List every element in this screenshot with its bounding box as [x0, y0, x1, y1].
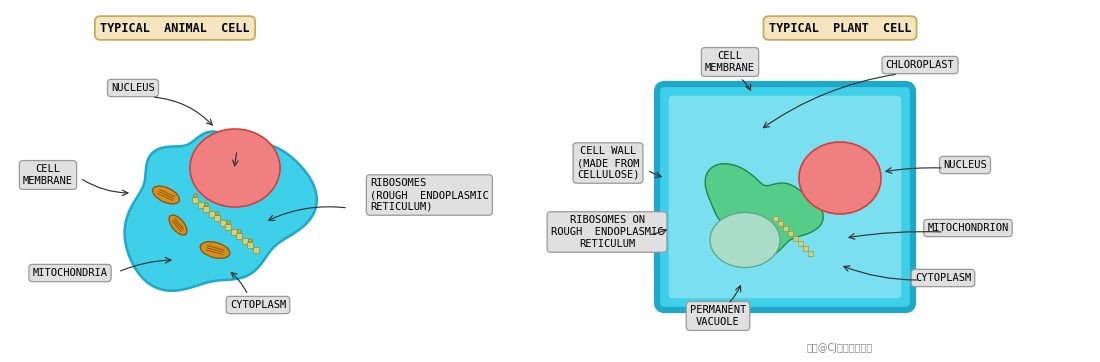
Bar [778, 220, 782, 226]
Polygon shape [705, 164, 823, 256]
FancyBboxPatch shape [657, 84, 913, 310]
Ellipse shape [738, 240, 772, 260]
Ellipse shape [808, 228, 832, 242]
Text: PERMANENT
VACUOLE: PERMANENT VACUOLE [690, 305, 746, 327]
Bar [803, 245, 807, 251]
Ellipse shape [745, 159, 776, 177]
Text: TYPICAL  PLANT  CELL: TYPICAL PLANT CELL [769, 21, 911, 34]
Bar [209, 210, 214, 216]
Bar [788, 231, 792, 236]
Bar [214, 215, 220, 221]
Text: CYTOPLASM: CYTOPLASM [230, 300, 286, 310]
Ellipse shape [190, 129, 280, 207]
Ellipse shape [169, 215, 187, 235]
Bar [204, 206, 209, 212]
Bar [253, 247, 258, 253]
Polygon shape [124, 131, 317, 291]
FancyBboxPatch shape [668, 95, 902, 299]
Bar [226, 224, 231, 230]
Text: MITOCHONDRION: MITOCHONDRION [927, 223, 1009, 233]
Text: CHLOROPLAST: CHLOROPLAST [886, 60, 955, 70]
Bar [782, 226, 788, 231]
Ellipse shape [200, 242, 230, 258]
Text: CYTOPLASM: CYTOPLASM [915, 273, 971, 283]
Text: CELL
MEMBRANE: CELL MEMBRANE [23, 164, 73, 186]
Text: CELL
MEMBRANE: CELL MEMBRANE [705, 51, 755, 73]
Bar [772, 215, 778, 220]
Bar [198, 202, 204, 207]
Bar [231, 228, 236, 235]
Bar [242, 237, 248, 244]
Text: NUCLEUS: NUCLEUS [943, 160, 987, 170]
Ellipse shape [710, 212, 780, 268]
Bar [248, 242, 253, 248]
Bar [807, 251, 813, 256]
Text: RIBOSOMES
(ROUGH  ENDOPLASMIC
RETICULUM): RIBOSOMES (ROUGH ENDOPLASMIC RETICULUM) [370, 178, 488, 212]
Bar [792, 236, 798, 240]
Ellipse shape [829, 194, 850, 206]
Bar [798, 240, 803, 245]
Text: MITOCHONDRIA: MITOCHONDRIA [33, 268, 108, 278]
Ellipse shape [799, 142, 881, 214]
Ellipse shape [153, 186, 179, 204]
Text: NUCLEUS: NUCLEUS [111, 83, 155, 93]
Text: TYPICAL  ANIMAL  CELL: TYPICAL ANIMAL CELL [100, 21, 250, 34]
Text: CELL WALL
(MADE FROM
CELLULOSE): CELL WALL (MADE FROM CELLULOSE) [576, 146, 639, 180]
Bar [220, 219, 225, 226]
Text: RIBOSOMES ON
ROUGH  ENDOPLASMIC
RETICULUM: RIBOSOMES ON ROUGH ENDOPLASMIC RETICULUM [551, 215, 663, 249]
Ellipse shape [724, 131, 756, 150]
Text: 知乎@CJ国际高中在线: 知乎@CJ国际高中在线 [807, 343, 873, 353]
Bar [192, 197, 198, 203]
Bar [236, 233, 242, 239]
